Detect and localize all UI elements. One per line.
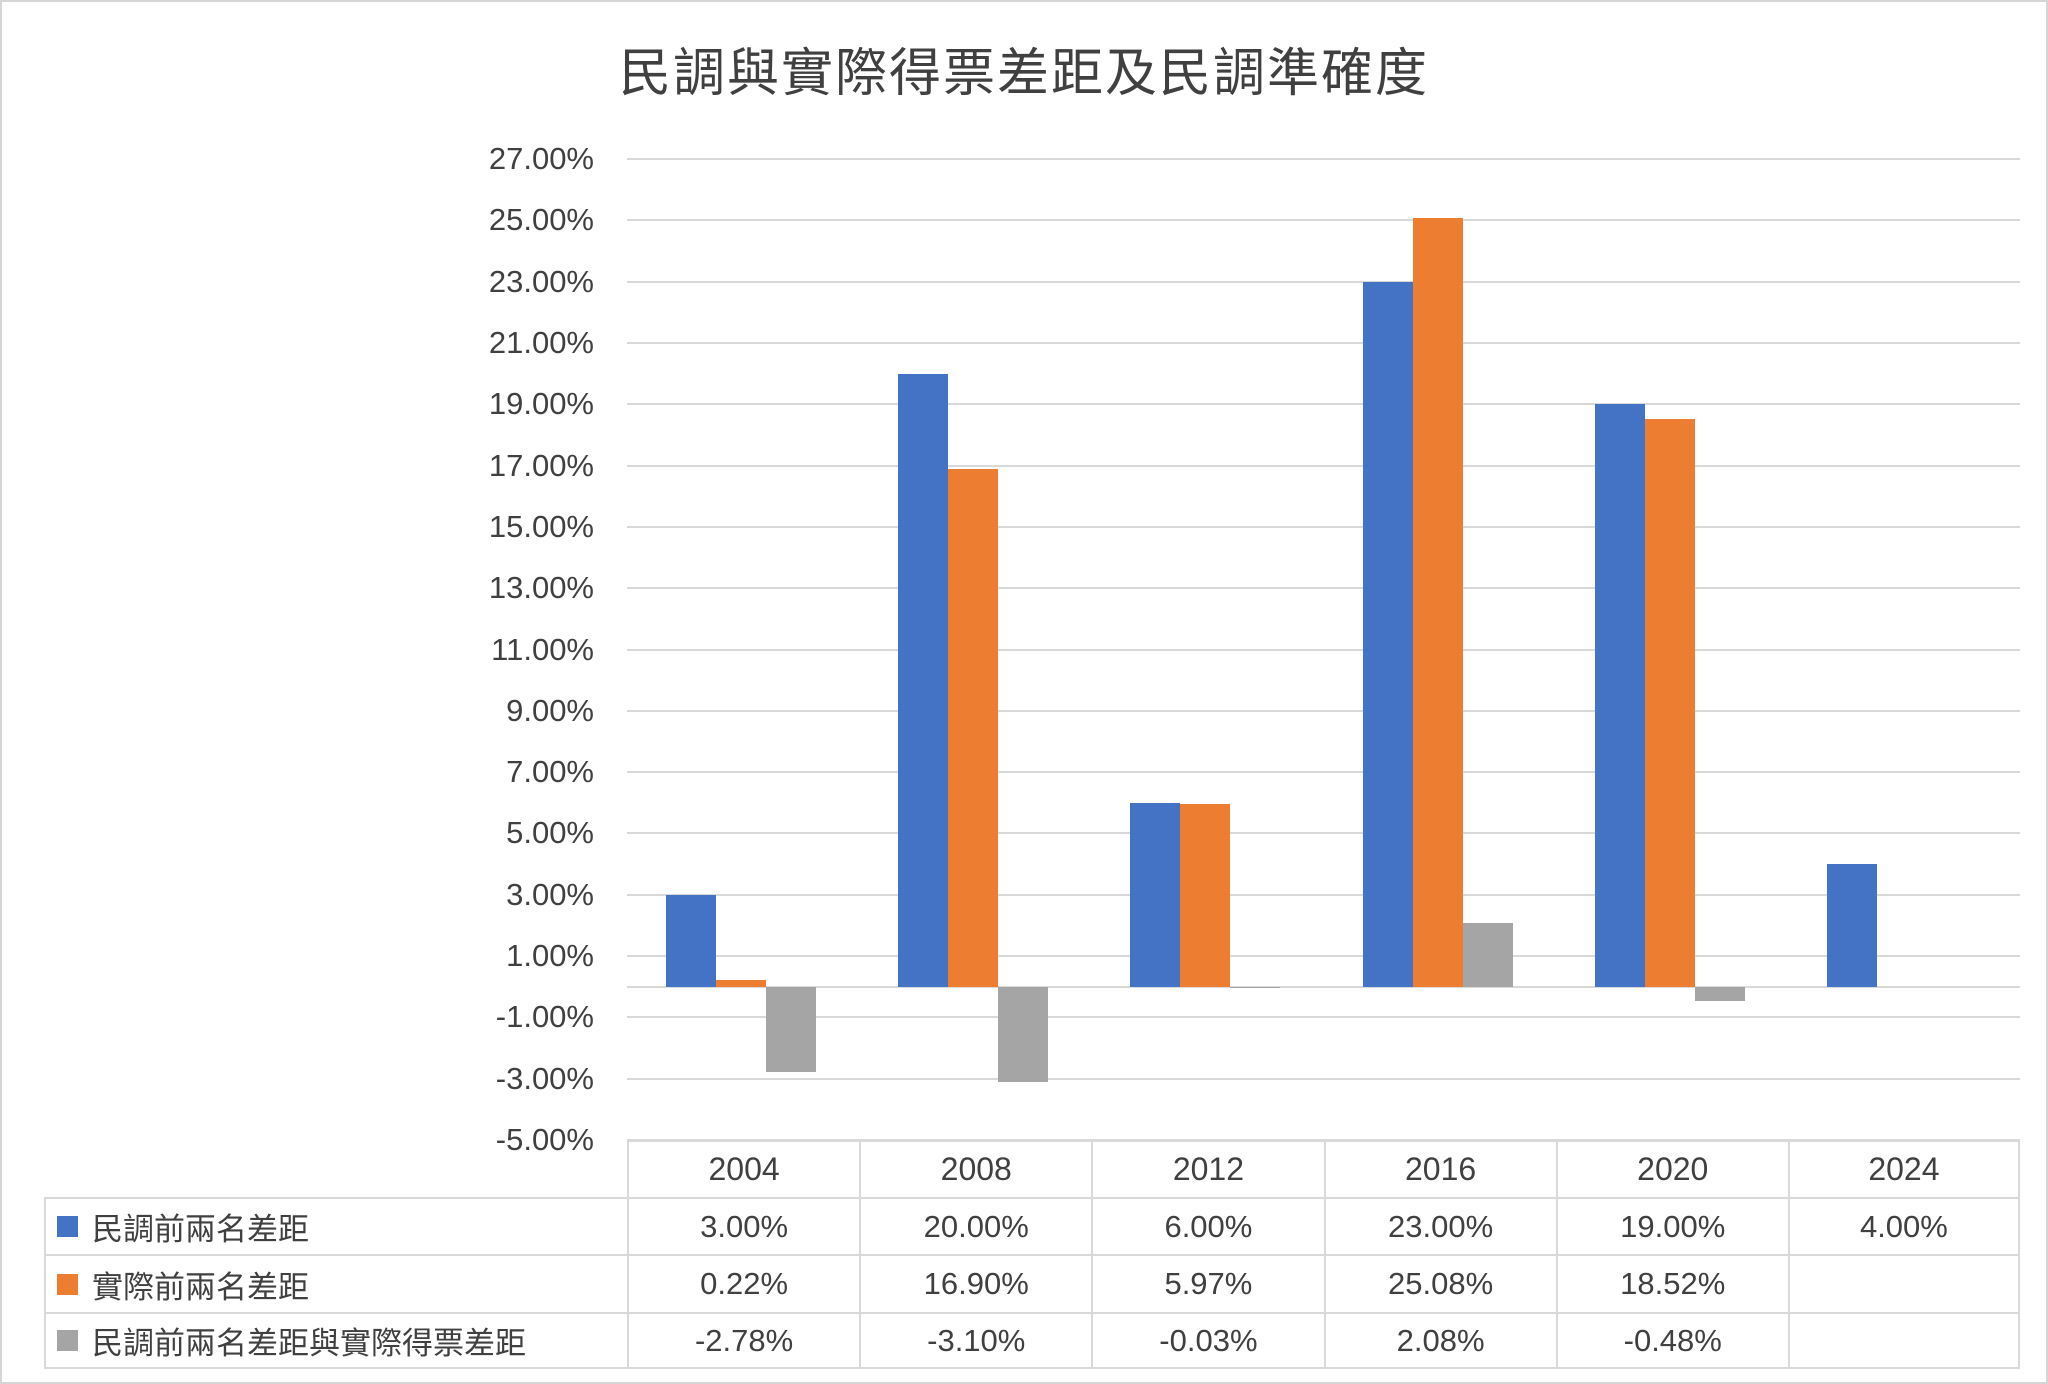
gridline [627, 955, 2020, 958]
legend-key-icon [57, 1330, 78, 1351]
y-axis-tick-label: 19.00% [488, 386, 594, 422]
value-cell: 6.00% [1091, 1197, 1324, 1254]
y-axis-tick-label: -3.00% [495, 1060, 594, 1096]
bar-民調前兩名差距-2024[interactable] [1826, 864, 1877, 987]
y-axis-tick-label: -5.00% [495, 1122, 594, 1157]
year-header-2024: 2024 [1787, 1140, 2020, 1197]
y-axis-tick-label: 7.00% [506, 754, 594, 790]
value-cell: 16.90% [859, 1254, 1092, 1312]
value-cell: -2.78% [627, 1312, 860, 1369]
value-cell: -0.03% [1091, 1312, 1324, 1369]
series-name: 實際前兩名差距 [92, 1269, 309, 1305]
legend-label-row: 民調前兩名差距 [44, 1197, 627, 1254]
gridline [627, 771, 2020, 774]
value-cell: -0.48% [1555, 1312, 1788, 1369]
value-cell: 4.00% [1787, 1197, 2020, 1254]
value-cell: 18.52% [1555, 1254, 1788, 1312]
year-header-2016: 2016 [1323, 1140, 1556, 1197]
bar-實際前兩名差距-2008[interactable] [948, 468, 999, 987]
zero-axis-line [627, 985, 2020, 988]
y-axis-tick-label: 21.00% [488, 324, 594, 360]
gridline [627, 464, 2020, 467]
y-axis-tick-label: 9.00% [506, 692, 594, 728]
value-cell: -3.10% [859, 1312, 1092, 1369]
legend-label-row: 民調前兩名差距與實際得票差距 [44, 1312, 627, 1369]
series-name: 民調前兩名差距與實際得票差距 [92, 1326, 526, 1361]
gridline [627, 893, 2020, 896]
gridline [627, 1077, 2020, 1080]
y-axis-tick-label: 5.00% [506, 815, 594, 851]
y-axis-tick-label: 17.00% [488, 447, 594, 483]
value-cell: 5.97% [1091, 1254, 1324, 1312]
year-header-2008: 2008 [859, 1140, 1092, 1197]
legend-label-row: 實際前兩名差距 [44, 1254, 627, 1312]
bar-民調前兩名差距-2012[interactable] [1130, 802, 1181, 987]
y-axis-tick-label: 1.00% [506, 938, 594, 974]
gridline [627, 280, 2020, 283]
gridline [627, 832, 2020, 835]
bar-民調前兩名差距與實際得票差距-2004[interactable] [766, 986, 816, 1072]
legend-key-icon [57, 1216, 78, 1237]
chart-title: 民調與實際得票差距及民調準確度 [618, 45, 1429, 103]
y-axis-tick-label: 23.00% [488, 263, 594, 299]
y-axis-tick-label: 3.00% [506, 876, 594, 912]
bar-民調前兩名差距與實際得票差距-2008[interactable] [998, 986, 1049, 1082]
bar-民調前兩名差距與實際得票差距-2016[interactable] [1462, 922, 1513, 987]
bar-民調前兩名差距-2020[interactable] [1594, 404, 1645, 987]
bar-實際前兩名差距-2012[interactable] [1180, 803, 1231, 987]
value-cell: 25.08% [1323, 1254, 1556, 1312]
y-axis-tick-label: 27.00% [488, 141, 594, 176]
gridline [627, 525, 2020, 528]
gridline [627, 403, 2020, 406]
year-header-2012: 2012 [1091, 1140, 1324, 1197]
y-axis-tick-label: -1.00% [495, 999, 594, 1035]
data-table-corner [44, 1140, 627, 1197]
series-name: 民調前兩名差距 [92, 1212, 309, 1247]
y-axis-tick-label: 11.00% [491, 631, 594, 667]
bar-民調前兩名差距與實際得票差距-2020[interactable] [1694, 986, 1745, 1002]
gridline [627, 341, 2020, 344]
bar-民調前兩名差距-2004[interactable] [666, 894, 716, 987]
value-cell: 20.00% [859, 1197, 1092, 1254]
gridline [627, 158, 2020, 160]
bar-民調前兩名差距與實際得票差距-2012[interactable] [1230, 986, 1281, 988]
bar-實際前兩名差距-2004[interactable] [716, 979, 766, 987]
bar-實際前兩名差距-2016[interactable] [1412, 217, 1463, 987]
value-cell [1787, 1254, 2020, 1312]
gridline [627, 587, 2020, 590]
value-cell: 2.08% [1323, 1312, 1556, 1369]
value-cell: 23.00% [1323, 1197, 1556, 1254]
legend-key-icon [57, 1273, 78, 1295]
bar-民調前兩名差距-2008[interactable] [898, 373, 949, 987]
bar-民調前兩名差距-2016[interactable] [1362, 281, 1413, 987]
value-cell [1787, 1312, 2020, 1369]
gridline [627, 1016, 2020, 1019]
gridline [627, 219, 2020, 222]
value-cell: 19.00% [1555, 1197, 1788, 1254]
gridline [627, 648, 2020, 651]
value-cell: 0.22% [627, 1254, 860, 1312]
year-header-2004: 2004 [627, 1140, 860, 1197]
gridline [627, 709, 2020, 712]
bar-實際前兩名差距-2020[interactable] [1644, 418, 1695, 987]
y-axis-tick-label: 15.00% [488, 508, 594, 544]
y-axis-tick-label: 25.00% [488, 202, 594, 238]
y-axis-tick-label: 13.00% [488, 570, 594, 606]
data-table-grid: 2004 2008 2012 2016 2020 2024 民調前兩名差距 3.00% 20.0… [44, 1140, 2020, 1369]
value-cell: 3.00% [627, 1197, 860, 1254]
year-header-2020: 2020 [1555, 1140, 1788, 1197]
